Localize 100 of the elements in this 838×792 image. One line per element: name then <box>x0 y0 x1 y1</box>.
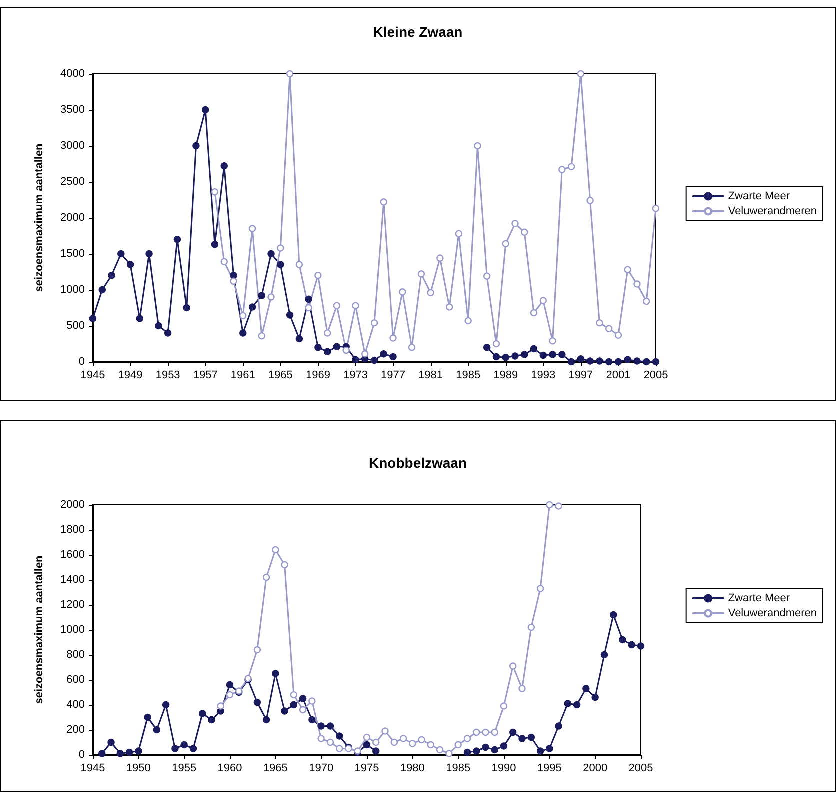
point <box>555 502 562 510</box>
point <box>546 745 554 752</box>
point <box>305 304 312 312</box>
point <box>164 330 172 337</box>
point <box>540 297 547 304</box>
x-tick-label: 1985 <box>446 762 471 774</box>
point <box>299 695 307 702</box>
y-tick-label: 1000 <box>60 624 85 636</box>
point <box>643 298 650 306</box>
point <box>530 309 538 317</box>
point <box>605 325 613 332</box>
point <box>324 348 332 356</box>
point <box>352 302 360 310</box>
point <box>492 340 500 348</box>
point <box>363 734 371 742</box>
point <box>318 722 325 730</box>
point <box>540 352 547 360</box>
point <box>116 750 124 758</box>
point <box>135 748 142 755</box>
point <box>336 745 344 752</box>
point <box>528 734 535 742</box>
point <box>226 691 234 699</box>
point <box>220 258 228 266</box>
point <box>491 728 498 736</box>
point <box>409 740 416 748</box>
y-tick-label: 1000 <box>60 284 85 296</box>
point <box>484 344 491 352</box>
point <box>582 685 590 692</box>
x-tick-label: 2001 <box>606 370 631 382</box>
point <box>624 356 632 364</box>
point <box>573 701 581 709</box>
x-tick-label: 1981 <box>418 370 444 382</box>
point <box>202 106 210 114</box>
point <box>455 230 463 238</box>
point <box>400 735 408 742</box>
point <box>98 286 106 294</box>
y-tick-label: 4000 <box>60 68 85 80</box>
y-tick-label: 800 <box>66 649 85 661</box>
point <box>314 344 322 352</box>
point <box>399 288 406 296</box>
point <box>446 750 453 758</box>
x-tick-label: 1980 <box>400 762 425 774</box>
point <box>643 358 650 366</box>
point <box>370 356 378 364</box>
point <box>272 546 280 554</box>
y-tick-label: 0 <box>78 356 85 368</box>
point <box>586 358 594 365</box>
point <box>436 254 444 262</box>
point <box>521 351 528 358</box>
point <box>418 736 426 744</box>
point <box>248 304 256 311</box>
legend-label: Veluwerandmeren <box>728 608 818 620</box>
y-tick-label: 1400 <box>60 574 85 586</box>
point <box>240 330 247 337</box>
point <box>324 330 332 337</box>
point <box>382 728 389 735</box>
point <box>286 312 294 319</box>
point <box>390 738 398 746</box>
point <box>262 574 270 582</box>
point <box>558 166 566 174</box>
point <box>254 698 261 706</box>
point <box>510 662 517 670</box>
x-tick-label: 1970 <box>309 762 334 774</box>
point <box>363 741 371 749</box>
point <box>146 250 153 258</box>
point <box>144 714 152 722</box>
point <box>336 732 344 740</box>
point <box>484 272 491 280</box>
point <box>172 745 179 752</box>
y-tick-label: 400 <box>66 699 85 711</box>
y-tick-label: 1600 <box>60 549 85 561</box>
chart-title: Kleine Zwaan <box>373 24 463 40</box>
point <box>281 561 288 569</box>
point <box>492 353 500 361</box>
point <box>474 142 482 150</box>
point <box>577 356 585 363</box>
point <box>183 304 190 312</box>
point <box>555 722 562 730</box>
x-tick-label: 1985 <box>456 370 481 382</box>
point <box>482 744 490 752</box>
x-tick-label: 1977 <box>381 370 406 382</box>
x-tick-label: 1953 <box>156 370 180 382</box>
point <box>408 344 416 352</box>
point <box>211 241 219 248</box>
y-tick-label: 500 <box>66 320 85 332</box>
point <box>521 228 528 236</box>
point <box>558 351 566 358</box>
point <box>528 624 535 632</box>
y-tick-label: 3500 <box>60 104 85 116</box>
x-tick-label: 1993 <box>531 370 556 382</box>
point <box>118 250 125 258</box>
point <box>502 240 510 248</box>
point <box>512 352 519 360</box>
point <box>98 750 106 758</box>
point <box>624 266 632 274</box>
point <box>518 685 526 692</box>
point <box>305 296 312 303</box>
x-tick-label: 1995 <box>537 762 562 774</box>
point <box>546 501 554 509</box>
point <box>342 346 350 354</box>
